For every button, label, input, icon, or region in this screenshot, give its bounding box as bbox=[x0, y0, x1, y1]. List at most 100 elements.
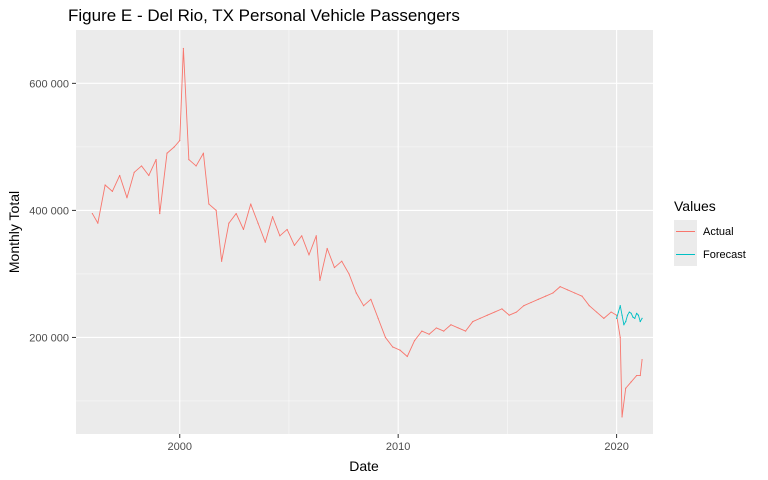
legend-label-actual: Actual bbox=[703, 225, 734, 238]
data-point-actual bbox=[293, 244, 296, 246]
data-point-actual bbox=[341, 260, 343, 262]
data-point-forecast bbox=[619, 305, 621, 307]
data-point-actual bbox=[625, 387, 627, 389]
data-point-forecast bbox=[628, 311, 630, 313]
data-point-actual bbox=[457, 327, 459, 329]
data-point-actual bbox=[326, 247, 328, 250]
legend-item-forecast: Forecast bbox=[674, 243, 746, 266]
legend: Values Actual Forecast bbox=[674, 198, 746, 266]
data-point-actual bbox=[501, 308, 503, 310]
data-point-actual bbox=[91, 212, 93, 215]
data-point-actual bbox=[362, 305, 365, 307]
legend-label-forecast: Forecast bbox=[703, 248, 746, 261]
data-point-actual bbox=[188, 158, 190, 161]
data-point-actual bbox=[202, 152, 205, 154]
data-point-forecast bbox=[641, 317, 643, 319]
data-point-forecast bbox=[632, 316, 634, 318]
data-point-actual bbox=[215, 209, 217, 211]
data-point-actual bbox=[308, 254, 310, 256]
data-point-actual bbox=[166, 152, 168, 154]
data-point-actual bbox=[619, 336, 621, 339]
data-point-actual bbox=[119, 174, 121, 177]
data-point-actual bbox=[250, 203, 252, 205]
series-layer bbox=[91, 47, 643, 418]
data-point-actual bbox=[486, 314, 488, 316]
data-point-actual bbox=[616, 314, 618, 316]
x-tick-marks bbox=[179, 434, 618, 438]
data-point-actual bbox=[235, 212, 237, 215]
data-point-actual bbox=[566, 289, 569, 291]
data-point-actual bbox=[515, 311, 518, 313]
legend-title: Values bbox=[674, 198, 716, 214]
data-point-actual bbox=[641, 359, 643, 361]
data-point-actual bbox=[264, 241, 266, 243]
major-gridlines bbox=[76, 30, 653, 434]
data-point-actual bbox=[421, 330, 423, 332]
data-point-actual bbox=[111, 190, 113, 192]
data-point-actual bbox=[494, 311, 496, 313]
data-point-actual bbox=[603, 317, 605, 319]
data-point-actual bbox=[271, 216, 274, 218]
data-point-actual bbox=[630, 381, 632, 383]
data-point-actual bbox=[636, 374, 638, 377]
data-point-actual bbox=[148, 174, 150, 177]
data-point-forecast bbox=[637, 314, 640, 316]
legend-item-actual: Actual bbox=[674, 220, 746, 243]
y-tick-marks bbox=[72, 82, 76, 338]
x-tick-label: 2020 bbox=[604, 441, 628, 453]
data-point-actual bbox=[464, 330, 467, 332]
data-point-actual bbox=[155, 158, 157, 161]
data-point-actual bbox=[355, 292, 357, 294]
data-point-actual bbox=[443, 330, 445, 332]
data-point-forecast bbox=[623, 324, 625, 326]
y-tick-labels: 200 000 400 000 600 000 bbox=[29, 78, 69, 344]
data-point-actual bbox=[479, 317, 481, 319]
data-point-forecast bbox=[630, 312, 632, 314]
data-point-actual bbox=[104, 184, 106, 186]
data-point-actual bbox=[413, 340, 416, 342]
data-point-actual bbox=[621, 416, 623, 418]
data-point-actual bbox=[140, 165, 143, 167]
data-point-forecast bbox=[634, 317, 636, 319]
data-point-actual bbox=[315, 235, 317, 237]
data-point-actual bbox=[279, 235, 281, 237]
data-point-forecast bbox=[621, 314, 623, 316]
data-point-actual bbox=[552, 292, 554, 294]
data-point-forecast bbox=[626, 314, 629, 316]
x-axis-label: Date bbox=[349, 458, 379, 474]
legend-key-forecast bbox=[674, 243, 697, 266]
data-point-actual bbox=[559, 286, 561, 288]
data-point-actual bbox=[286, 228, 288, 231]
data-point-actual bbox=[472, 320, 474, 323]
data-point-actual bbox=[545, 295, 547, 297]
chart-title: Figure E - Del Rio, TX Personal Vehicle … bbox=[68, 6, 460, 25]
data-point-actual bbox=[435, 327, 437, 329]
data-point-forecast bbox=[617, 311, 620, 313]
data-point-actual bbox=[348, 273, 350, 275]
data-point-actual bbox=[257, 222, 259, 224]
y-tick-label: 200 000 bbox=[29, 332, 69, 344]
data-point-actual bbox=[179, 139, 181, 142]
y-axis-label: Monthly Total bbox=[6, 191, 22, 273]
data-point-actual bbox=[537, 298, 539, 300]
data-point-forecast bbox=[616, 317, 618, 319]
data-point-actual bbox=[173, 146, 175, 148]
data-point-forecast bbox=[639, 320, 641, 323]
data-point-actual bbox=[333, 266, 336, 269]
data-point-actual bbox=[370, 298, 372, 300]
data-point-actual bbox=[610, 311, 612, 313]
data-point-actual bbox=[97, 222, 99, 224]
data-point-actual bbox=[588, 305, 590, 307]
y-tick-label: 600 000 bbox=[29, 78, 69, 90]
data-point-actual bbox=[639, 374, 641, 377]
data-point-actual bbox=[319, 279, 321, 281]
minor-gridlines bbox=[76, 30, 653, 434]
y-tick-label: 400 000 bbox=[29, 205, 69, 217]
data-point-actual bbox=[384, 336, 387, 339]
data-point-actual bbox=[195, 165, 197, 167]
data-point-actual bbox=[574, 292, 576, 294]
data-point-actual bbox=[406, 355, 408, 358]
data-point-actual bbox=[530, 301, 532, 304]
data-point-actual bbox=[159, 212, 161, 215]
